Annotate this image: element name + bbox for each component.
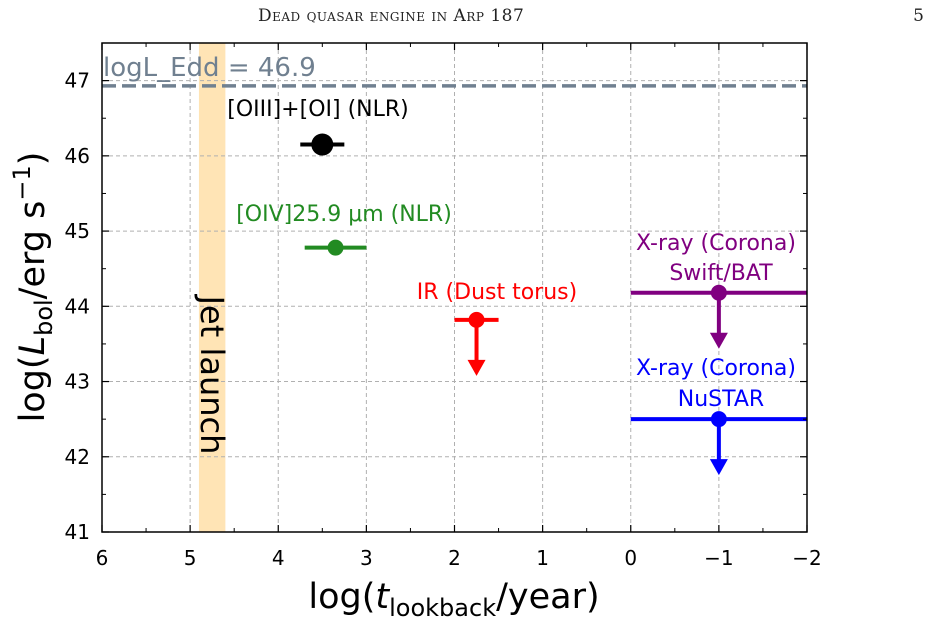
y-tick-label: 45: [65, 219, 90, 243]
annot-xray-corona-2: X-ray (Corona): [636, 356, 796, 381]
data-point: [710, 284, 727, 301]
x-tick-label: −1: [704, 546, 733, 570]
series-1: [304, 239, 367, 256]
series-2: [454, 311, 499, 376]
y-tick-label: 46: [65, 144, 90, 168]
data-point: [710, 411, 727, 428]
series-0: [300, 133, 345, 156]
reference-layer: logL_Edd = 46.9: [102, 53, 807, 88]
annotation-layer: [OIII]+[OI] (NLR) [OIV]25.9 μm (NLR) IR (D…: [193, 97, 796, 454]
eddington-label: logL_Edd = 46.9: [103, 53, 316, 83]
y-tick-label: 43: [65, 370, 90, 394]
y-axis-title: log(Lbol/erg s−1): [8, 152, 58, 423]
series-3: [630, 284, 807, 349]
jet-launch-band: [198, 43, 226, 532]
x-tick-label: −2: [792, 546, 821, 570]
y-tick-label: 44: [65, 294, 90, 318]
annot-oiii-nlr: [OIII]+[OI] (NLR): [227, 97, 409, 122]
y-tick-label: 42: [65, 445, 90, 469]
x-tick-label: 6: [96, 546, 109, 570]
series-4: [630, 411, 807, 476]
jet-launch-label: Jet launch: [193, 294, 231, 455]
y-tick-label: 41: [65, 520, 90, 544]
annot-xray-corona-1: X-ray (Corona): [636, 231, 796, 256]
data-point: [311, 133, 334, 156]
data-point: [327, 239, 344, 256]
page-number: 5: [913, 6, 924, 26]
band-layer: [198, 43, 226, 532]
running-head-title: Dead quasar engine in Arp 187: [258, 6, 525, 26]
upper-limit-arrowhead: [709, 459, 728, 476]
data-layer: [300, 133, 807, 476]
x-tick-label: 5: [184, 546, 197, 570]
running-head: Dead quasar engine in Arp 187 5: [0, 6, 932, 30]
x-tick-label: 1: [536, 546, 549, 570]
upper-limit-arrowhead: [467, 359, 486, 376]
y-tick-label: 47: [65, 69, 90, 93]
annot-nustar: NuSTAR: [678, 387, 764, 412]
x-tick-label: 2: [448, 546, 461, 570]
upper-limit-arrowhead: [709, 332, 728, 349]
annot-swift-bat: Swift/BAT: [669, 261, 773, 286]
annot-ir-dust-torus: IR (Dust torus): [417, 280, 577, 305]
annot-oiv-nlr: [OIV]25.9 μm (NLR): [236, 202, 452, 227]
x-tick-label: 4: [272, 546, 285, 570]
data-point: [468, 311, 485, 328]
x-tick-label: 0: [624, 546, 637, 570]
x-tick-label: 3: [360, 546, 373, 570]
x-axis-title: log(tlookback/year): [308, 577, 599, 621]
